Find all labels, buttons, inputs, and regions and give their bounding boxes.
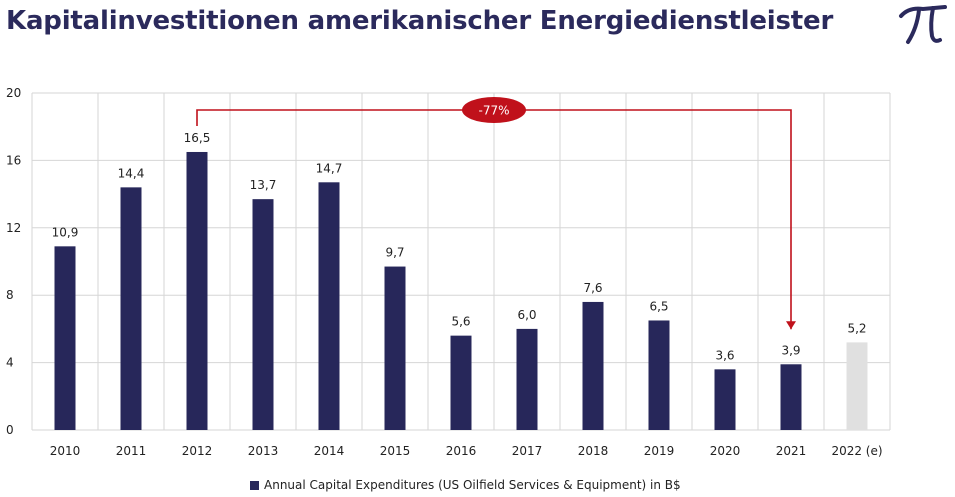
x-tick-label: 2022 (e) — [831, 444, 882, 458]
x-tick-label: 2017 — [512, 444, 543, 458]
bar — [186, 151, 208, 430]
x-tick-label: 2014 — [314, 444, 345, 458]
data-label: 7,6 — [583, 281, 602, 295]
bar — [384, 266, 406, 430]
bar — [318, 182, 340, 430]
bar — [516, 328, 538, 430]
data-label: 5,2 — [847, 321, 866, 335]
x-tick-label: 2016 — [446, 444, 477, 458]
data-label: 3,9 — [781, 343, 800, 357]
bar — [120, 187, 142, 430]
annotation-label: -77% — [478, 104, 509, 118]
bar — [648, 320, 670, 430]
bar — [54, 246, 76, 430]
x-tick-label: 2011 — [116, 444, 147, 458]
page-title: Kapitalinvestitionen amerikanischer Ener… — [6, 6, 834, 36]
legend-swatch — [250, 480, 259, 490]
y-tick-label: 4 — [6, 356, 14, 370]
bar — [252, 199, 274, 430]
y-tick-label: 20 — [6, 86, 21, 100]
chart-legend: Annual Capital Expenditures (US Oilfield… — [250, 478, 681, 492]
x-tick-label: 2015 — [380, 444, 411, 458]
y-tick-label: 16 — [6, 153, 21, 167]
data-label: 14,7 — [316, 161, 343, 175]
annotation-badge — [462, 97, 526, 123]
pi-logo-icon — [899, 5, 947, 44]
data-label: 13,7 — [250, 178, 277, 192]
data-label: 10,9 — [52, 225, 79, 239]
bar — [714, 369, 736, 430]
x-tick-label: 2021 — [776, 444, 807, 458]
data-label: 14,4 — [118, 166, 145, 180]
bar — [582, 301, 604, 430]
data-label: 5,6 — [451, 315, 470, 329]
data-label: 6,5 — [649, 299, 668, 313]
legend-label: Annual Capital Expenditures (US Oilfield… — [264, 478, 681, 492]
bar — [450, 335, 472, 430]
x-tick-label: 2010 — [50, 444, 81, 458]
annotation-arrowhead — [786, 321, 796, 330]
bar-estimate — [846, 342, 868, 430]
y-tick-label: 0 — [6, 423, 14, 437]
data-label: 3,6 — [715, 348, 734, 362]
bar — [780, 364, 802, 430]
x-tick-label: 2013 — [248, 444, 279, 458]
data-label: 6,0 — [517, 308, 536, 322]
y-tick-label: 12 — [6, 221, 21, 235]
y-tick-label: 8 — [6, 288, 14, 302]
x-tick-label: 2020 — [710, 444, 741, 458]
data-label: 16,5 — [184, 131, 211, 145]
data-label: 9,7 — [385, 246, 404, 260]
x-tick-label: 2012 — [182, 444, 213, 458]
x-tick-label: 2018 — [578, 444, 609, 458]
x-tick-label: 2019 — [644, 444, 675, 458]
